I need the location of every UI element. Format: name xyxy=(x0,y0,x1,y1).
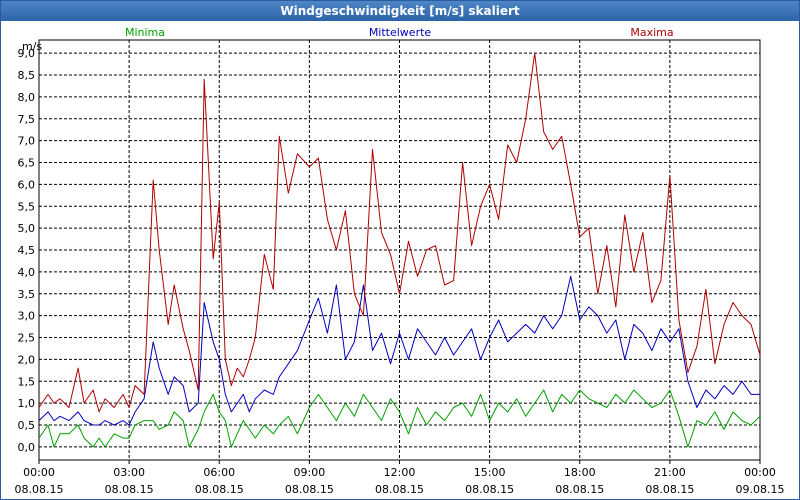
chart-title: Windgeschwindigkeit [m/s] skaliert xyxy=(1,1,799,21)
x-tick-date: 08.08.15 xyxy=(465,483,514,496)
x-tick-date: 08.08.15 xyxy=(645,483,694,496)
x-tick-date: 08.08.15 xyxy=(285,483,334,496)
y-tick-label: 6,0 xyxy=(18,178,36,191)
y-tick-label: 3,0 xyxy=(18,310,36,323)
y-tick-label: 8,0 xyxy=(18,91,36,104)
x-tick-date: 08.08.15 xyxy=(195,483,244,496)
y-axis-label: m/s xyxy=(22,40,42,53)
series-line-mittelwerte xyxy=(38,275,760,426)
x-tick-date: 08.08.15 xyxy=(375,483,424,496)
x-tick-date: 08.08.15 xyxy=(105,483,154,496)
x-tick-date: 08.08.15 xyxy=(555,483,604,496)
y-tick-label: 9,0 xyxy=(18,47,36,60)
y-tick-label: 1,5 xyxy=(18,375,36,388)
y-tick-label: 4,5 xyxy=(18,244,36,257)
x-tick-time: 06:00 xyxy=(203,466,235,479)
y-tick-label: 7,5 xyxy=(18,113,36,126)
x-tick-time: 00:00 xyxy=(23,466,55,479)
x-tick-date: 08.08.15 xyxy=(15,483,64,496)
x-tick-time: 00:00 xyxy=(744,466,776,479)
y-tick-label: 2,5 xyxy=(18,332,36,345)
y-tick-label: 1,0 xyxy=(18,397,36,410)
x-tick-time: 03:00 xyxy=(113,466,145,479)
y-tick-label: 4,0 xyxy=(18,266,36,279)
x-axis-ticks: 00:00 08.08.15 03:00 08.08.15 06:00 08.08.15 0… xyxy=(15,460,785,496)
y-tick-label: 5,5 xyxy=(18,200,36,213)
y-axis-ticks: 0,0 0,5 1,0 1,5 2,0 2,5 3,0 3,5 4,0 4,5 5,0 5,5 6,0 6… xyxy=(18,47,36,454)
x-tick-date: 09.08.15 xyxy=(736,483,785,496)
chart-area: 0,0 0,5 1,0 1,5 2,0 2,5 3,0 3,5 4,0 4,5 5,0 5,5 6,0 6… xyxy=(15,26,785,496)
series-lines xyxy=(38,52,761,448)
x-tick-time: 12:00 xyxy=(384,466,416,479)
y-tick-label: 0,5 xyxy=(18,419,36,432)
y-tick-label: 5,0 xyxy=(18,222,36,235)
x-tick-time: 18:00 xyxy=(564,466,596,479)
series-line-minima xyxy=(38,389,761,448)
y-tick-label: 3,5 xyxy=(18,288,36,301)
y-tick-label: 6,5 xyxy=(18,157,36,170)
x-tick-time: 15:00 xyxy=(474,466,506,479)
x-tick-time: 21:00 xyxy=(654,466,686,479)
series-line-maxima xyxy=(38,52,761,413)
legend-mittelwerte: Mittelwerte xyxy=(369,26,432,39)
legend-maxima: Maxima xyxy=(630,26,673,39)
legend-minima: Minima xyxy=(125,26,165,39)
y-tick-label: 8,5 xyxy=(18,69,36,82)
x-tick-time: 09:00 xyxy=(294,466,326,479)
y-tick-label: 0,0 xyxy=(18,441,36,454)
y-tick-label: 2,0 xyxy=(18,353,36,366)
y-tick-label: 7,0 xyxy=(18,135,36,148)
